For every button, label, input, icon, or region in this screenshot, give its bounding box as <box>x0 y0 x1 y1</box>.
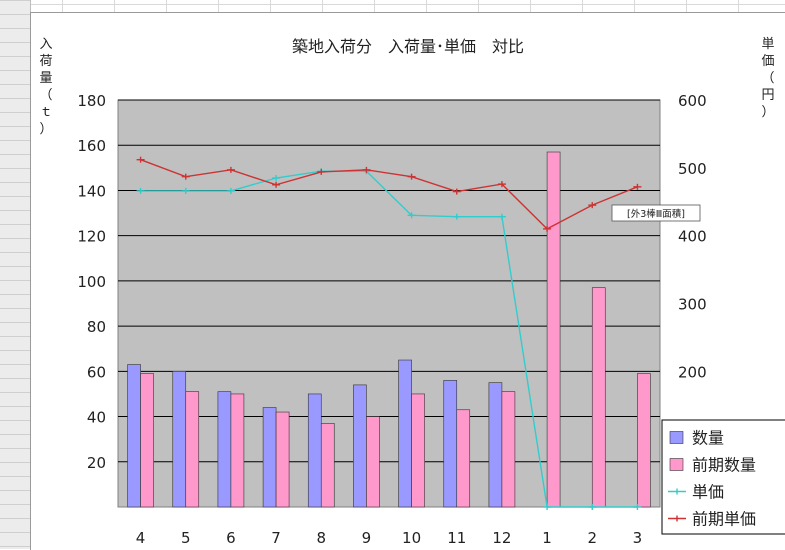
legend-swatch <box>669 431 684 444</box>
bar <box>217 391 232 508</box>
y-axis-title: 入荷量 （ ｔ ） <box>39 37 52 137</box>
bar <box>140 373 154 508</box>
x-tick-label: 10 <box>402 529 421 547</box>
bar <box>127 364 141 508</box>
x-tick-label: 6 <box>226 529 236 547</box>
bar <box>546 151 561 508</box>
x-tick-label: 7 <box>271 529 281 547</box>
y-tick-label: 100 <box>77 273 106 291</box>
y-tick-label: 20 <box>87 454 106 472</box>
y2-tick-label: 200 <box>678 363 707 381</box>
x-tick-label: 9 <box>362 529 372 547</box>
legend-label: 単価 <box>692 483 724 502</box>
y2-tick-label: 400 <box>678 228 707 246</box>
gridlines <box>118 99 660 463</box>
legend-label: 数量 <box>692 429 724 448</box>
y2-tick-label: 500 <box>678 160 707 178</box>
row-header-strip <box>0 0 31 549</box>
x-axis-ticks: 4 5 6 7 8 9 10 11 12 1 2 3 <box>136 529 642 547</box>
axis-title-char: 入 <box>39 37 52 52</box>
axis-title-char: 円 <box>761 88 774 103</box>
bar <box>230 393 245 508</box>
series-line <box>140 170 638 508</box>
x-tick-label: 8 <box>316 529 326 547</box>
bar <box>637 373 651 508</box>
y-tick-label: 140 <box>77 182 106 200</box>
y-tick-label: 40 <box>87 409 106 427</box>
x-tick-label: 2 <box>587 529 597 547</box>
bar <box>488 382 503 508</box>
bar <box>591 287 606 508</box>
legend-label: 前期単価 <box>692 510 756 529</box>
annotation-text: [外3棒Ⅲ面積] <box>627 208 685 220</box>
annotation: [外3棒Ⅲ面積] <box>611 204 701 222</box>
axis-title-char: （ <box>39 88 52 103</box>
bar <box>307 393 322 508</box>
annotation-box <box>611 204 701 222</box>
bar <box>456 409 471 508</box>
y-axis-ticks: 20 40 60 80 100 120 140 160 180 <box>77 92 106 472</box>
axis-title-char: ） <box>39 122 52 137</box>
axis-title-char: 単 <box>761 36 774 52</box>
x-tick-label: 3 <box>633 529 643 547</box>
x-tick-label: 12 <box>492 529 511 547</box>
bar <box>353 384 367 508</box>
lines <box>136 156 642 510</box>
bar <box>411 393 425 508</box>
series-line <box>140 159 638 230</box>
bar <box>501 391 516 508</box>
bars <box>127 151 651 508</box>
bar <box>398 359 412 508</box>
y-tick-label: 180 <box>77 92 106 110</box>
bar <box>366 416 380 508</box>
axis-title-char: （ <box>761 71 774 86</box>
plot-area <box>117 99 661 508</box>
y2-axis-ticks: 200 300 400 500 600 <box>678 92 707 381</box>
bar <box>172 371 187 508</box>
y-tick-label: 120 <box>77 228 106 246</box>
legend-label: 前期数量 <box>692 456 756 475</box>
y2-axis-title: 単価 （ 円 ） <box>761 36 774 120</box>
x-tick-label: 11 <box>447 529 466 547</box>
chart-title: 築地入荷分 入荷量･単価 対比 <box>292 37 524 56</box>
bar <box>320 423 335 508</box>
bar <box>443 380 458 508</box>
axis-title-char: ） <box>761 105 774 120</box>
y-axis-title-text: 入荷量 （ ｔ ） <box>39 37 52 137</box>
axis-title-char: ｔ <box>39 105 52 120</box>
y-tick-label: 60 <box>87 363 106 381</box>
axis-title-char: 価 <box>761 54 774 69</box>
x-tick-label: 5 <box>181 529 191 547</box>
bar <box>185 391 200 508</box>
bar <box>262 407 277 508</box>
x-tick-label: 1 <box>542 529 552 547</box>
axis-title-char: 荷 <box>39 54 52 69</box>
y2-tick-label: 600 <box>678 92 707 110</box>
x-tick-label: 4 <box>136 529 146 547</box>
y-tick-label: 160 <box>77 137 106 155</box>
bar <box>275 411 290 508</box>
legend-swatch <box>669 458 684 471</box>
y2-tick-label: 300 <box>678 296 707 314</box>
y-tick-label: 80 <box>87 318 106 336</box>
y2-axis-title-text: 単価 （ 円 ） <box>761 36 774 120</box>
axis-title-char: 量 <box>39 71 52 86</box>
